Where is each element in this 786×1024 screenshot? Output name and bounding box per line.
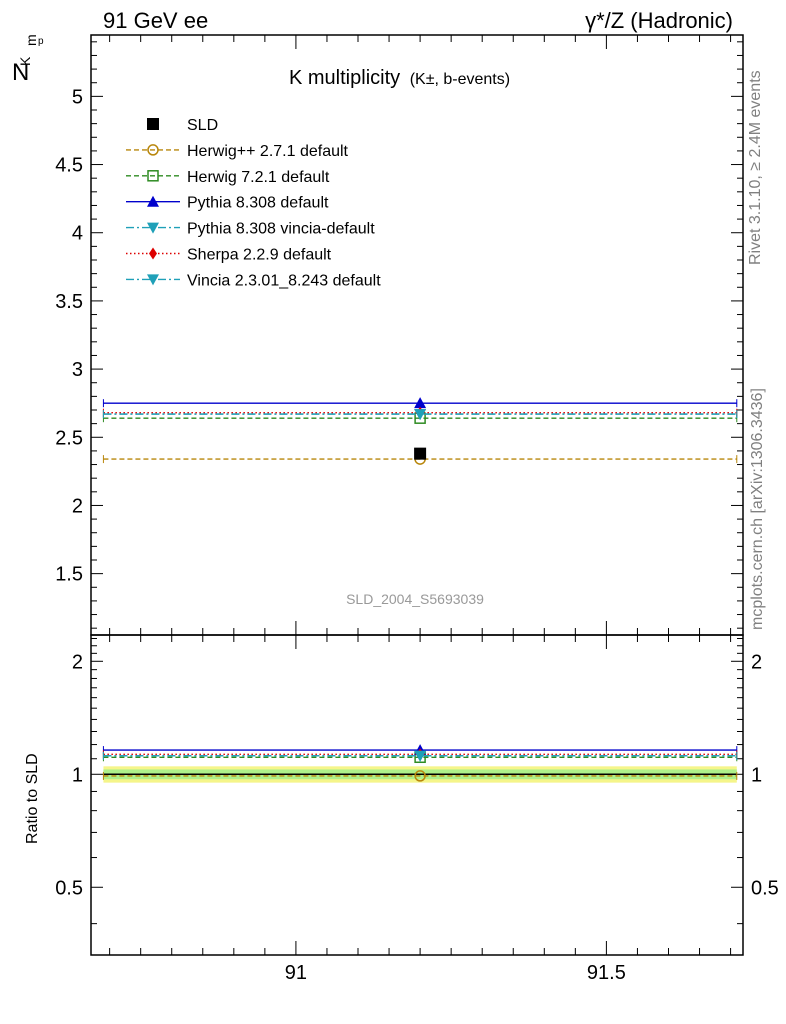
ytick-label: 3 [72,359,83,381]
ylabel-m: m [23,34,39,46]
legend-marker-pythia-8-308-default [147,195,159,207]
ytick-label: 3.5 [55,291,83,313]
ratio-ytick-label: 1 [72,764,83,786]
ratio-ytick-label-right: 1 [751,764,762,786]
legend-label-pythia-8-308-vincia-default: Pythia 8.308 vincia-default [187,221,375,238]
ratio-ytick-label: 2 [72,651,83,673]
ytick-label: 2 [72,495,83,517]
ratio-marker-herwig-2-7-1-default [414,770,426,782]
legend-marker-sld [147,118,159,130]
legend-marker-pythia-8-308-vincia-default [147,222,159,234]
ytick-label: 1.5 [55,564,83,586]
ratio-ytick-label: 0.5 [55,877,83,899]
legend: SLD Herwig++ 2.7.1 default Herwig 7.2.1 de… [126,117,381,289]
legend-marker-herwig-2-7-1-default [147,144,159,156]
ratio-axis-ticks: 0.5 0.5 1 1 2 2 91 91.5 [55,635,779,984]
ylabel-n: N [12,59,29,86]
ylabel-k: K [17,56,33,66]
ratio-error-bands [103,766,737,783]
main-ylabel: N K p m [12,34,44,86]
ratio-series-group [102,744,738,782]
series-marker-vincia-2-3-01-8-243-default [414,409,427,421]
mcplots-label: mcplots.cern.ch [arXiv:1306.3436] [749,388,766,630]
main-axis-ticks: 1.5 2 2.5 3 3.5 4 4.5 5 [55,35,743,635]
ytick-label: 5 [72,86,83,108]
header-right: γ*/Z (Hadronic) [585,8,733,33]
header-left: 91 GeV ee [103,8,208,33]
ylabel-p: p [38,36,44,47]
legend-label-herwig-7-2-1-default: Herwig 7.2.1 default [187,169,330,186]
chart-title: K multiplicity (K±, b-events) [289,67,510,89]
ytick-label: 4.5 [55,155,83,177]
rivet-version-label: Rivet 3.1.10, ≥ 2.4M events [747,70,764,265]
ratio-plot-frame [90,634,744,956]
xtick-label: 91.5 [587,962,626,984]
ytick-label: 2.5 [55,427,83,449]
legend-marker-sherpa-2-2-9-default [149,247,157,260]
legend-marker-herwig-7-2-1-default [147,170,159,182]
ratio-ylabel: Ratio to SLD [24,753,41,844]
xtick-label: 91 [285,962,307,984]
legend-label-sld: SLD [187,117,218,134]
ratio-marker-vincia-2-3-01-8-243-default [414,750,427,762]
legend-label-herwig-2-7-1-default: Herwig++ 2.7.1 default [187,143,349,160]
legend-label-vincia-2-3-01-8-243-default: Vincia 2.3.01_8.243 default [187,272,381,289]
ytick-label: 4 [72,223,83,245]
legend-label-pythia-8-308-default: Pythia 8.308 default [187,195,329,212]
legend-marker-vincia-2-3-01-8-243-default [147,274,159,286]
chart-title-main: K multiplicity [289,67,400,89]
series-marker-sld [414,447,427,460]
chart-title-sub: (K±, b-events) [410,71,510,88]
main-series-group [102,397,738,465]
analysis-tag: SLD_2004_S5693039 [346,591,484,607]
legend-label-sherpa-2-2-9-default: Sherpa 2.2.9 default [187,247,332,264]
series-marker-pythia-8-308-default [414,397,427,409]
ratio-ytick-label-right: 0.5 [751,877,779,899]
ratio-ytick-label-right: 2 [751,651,762,673]
